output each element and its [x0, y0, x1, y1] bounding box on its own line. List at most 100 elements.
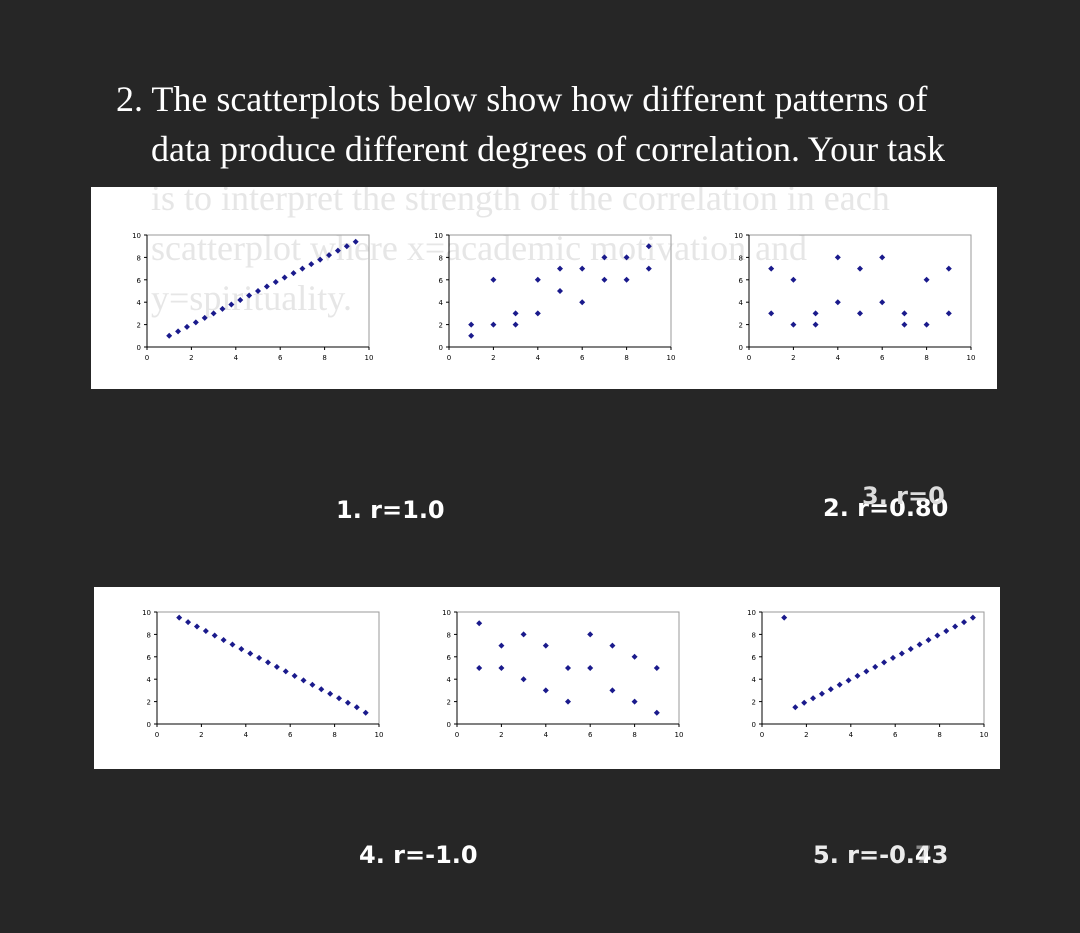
x-tick-label: 8	[937, 731, 941, 739]
scatterplot-3: 0 2 4 6 8 10 0 2 4 6 8 10	[734, 232, 975, 362]
x-tick-label: 4	[244, 731, 249, 739]
x-tick-label: 6	[278, 354, 283, 362]
data-point	[202, 628, 209, 635]
data-point	[898, 650, 905, 657]
axis-lines	[156, 612, 379, 725]
x-tick-label: 8	[332, 731, 336, 739]
x-tick-label: 4	[234, 354, 239, 362]
y-tick-label: 6	[739, 277, 744, 285]
x-tick-label: 4	[536, 354, 541, 362]
plot-frame	[156, 611, 380, 725]
x-tick-label: 2	[189, 354, 193, 362]
y-tick-label: 4	[739, 299, 744, 307]
data-point	[211, 632, 218, 639]
x-tick-label: 2	[804, 731, 808, 739]
data-point	[336, 695, 343, 702]
x-tick-label: 0	[145, 354, 149, 362]
x-tick-label: 4	[544, 731, 549, 739]
data-point	[969, 614, 976, 621]
y-tick-label: 2	[447, 699, 451, 707]
data-point	[889, 654, 896, 661]
data-point	[317, 256, 324, 263]
y-tick-label: 10	[734, 232, 743, 240]
y-tick-label: 2	[137, 322, 141, 330]
data-point	[175, 328, 182, 335]
data-point	[834, 254, 841, 261]
data-point	[907, 645, 914, 652]
data-point	[579, 265, 586, 272]
x-tick-label: 10	[980, 731, 989, 739]
data-point	[631, 653, 638, 660]
data-point	[579, 299, 586, 306]
data-point	[961, 619, 968, 626]
data-point	[512, 321, 519, 328]
data-point	[291, 672, 298, 679]
data-point	[498, 665, 505, 671]
data-point	[801, 699, 808, 706]
data-point	[923, 321, 930, 328]
x-tick-label: 4	[836, 354, 841, 362]
x-tick-label: 8	[624, 354, 628, 362]
data-point	[557, 265, 563, 272]
data-point	[601, 276, 608, 283]
y-tick-label: 2	[752, 699, 756, 707]
data-point	[653, 709, 660, 716]
data-point	[318, 686, 325, 693]
data-point	[810, 695, 817, 702]
x-tick-label: 2	[491, 354, 495, 362]
data-point	[192, 319, 199, 326]
data-point	[790, 276, 797, 283]
x-tick-label: 6	[580, 354, 585, 362]
y-tick-label: 10	[747, 609, 756, 617]
x-tick-label: 0	[760, 731, 764, 739]
scatterplot-5: 0 2 4 6 8 10 0 2 4 6 8 10	[442, 609, 683, 739]
x-tick-label: 4	[849, 731, 854, 739]
question-text: 2. The scatterplots below show how diffe…	[116, 74, 1016, 174]
data-point	[631, 698, 638, 705]
data-point	[879, 299, 886, 306]
data-point	[238, 645, 245, 652]
y-tick-label: 10	[434, 232, 443, 240]
data-point	[542, 642, 549, 649]
y-tick-label: 8	[739, 254, 743, 262]
question-line-1: 2. The scatterplots below show how diffe…	[116, 79, 928, 119]
data-point	[768, 265, 775, 272]
data-point	[201, 314, 208, 321]
data-point	[237, 296, 244, 303]
data-point	[623, 276, 630, 283]
data-point	[901, 321, 908, 328]
data-point	[309, 681, 316, 688]
x-tick-label: 6	[893, 731, 898, 739]
scatterplot-2: 0 2 4 6 8 10 0 2 4 6 8 10	[434, 232, 676, 362]
data-point	[520, 676, 527, 683]
data-point	[945, 310, 952, 317]
data-point	[781, 614, 788, 621]
data-point	[490, 276, 497, 283]
data-point	[247, 650, 254, 657]
x-tick-label: 8	[322, 354, 326, 362]
y-tick-label: 6	[137, 277, 142, 285]
data-point	[256, 654, 263, 661]
y-tick-label: 4	[439, 299, 444, 307]
data-point	[609, 642, 616, 649]
data-point	[609, 687, 616, 694]
y-tick-label: 2	[147, 699, 151, 707]
y-tick-label: 4	[447, 676, 452, 684]
y-tick-label: 8	[752, 631, 756, 639]
y-tick-label: 2	[439, 322, 443, 330]
data-point	[925, 637, 932, 643]
data-point	[185, 619, 192, 626]
x-tick-label: 10	[667, 354, 676, 362]
data-point	[818, 690, 825, 697]
data-point	[623, 254, 630, 261]
x-tick-label: 6	[880, 354, 885, 362]
data-point	[255, 288, 261, 294]
data-point	[901, 310, 908, 317]
question-line-3: is to interpret the strength of the corr…	[151, 187, 890, 218]
data-point	[943, 628, 950, 635]
data-point	[542, 687, 549, 694]
x-tick-label: 6	[288, 731, 293, 739]
data-point	[653, 665, 660, 671]
data-point	[300, 677, 307, 684]
data-point	[854, 672, 861, 679]
